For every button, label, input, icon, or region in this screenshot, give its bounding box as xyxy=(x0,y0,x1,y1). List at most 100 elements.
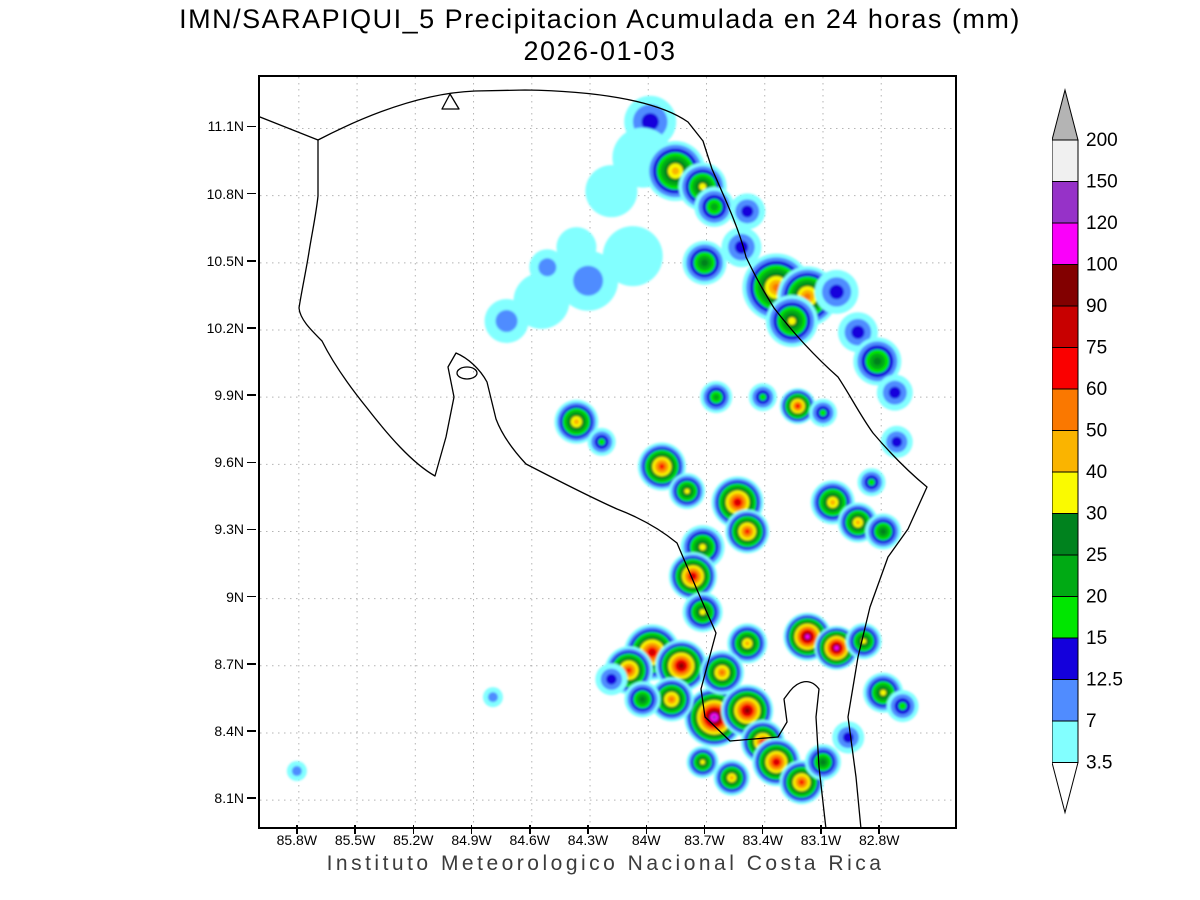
precip-blobs xyxy=(286,95,919,805)
x-axis-label: 84.6W xyxy=(509,832,551,848)
x-axis-tick xyxy=(703,825,706,834)
colorbar-label: 150 xyxy=(1086,172,1118,193)
colorbar-band xyxy=(1052,347,1079,390)
colorbar-band xyxy=(1052,554,1079,597)
colorbar-label: 12.5 xyxy=(1086,670,1123,691)
precip-contour-ring xyxy=(745,708,750,713)
colorbar-band xyxy=(1052,637,1079,680)
colorbar-label: 25 xyxy=(1086,545,1107,566)
x-axis-tick xyxy=(470,825,473,834)
x-axis-label: 83.1W xyxy=(800,832,842,848)
precip-contour-ring xyxy=(829,499,836,506)
x-axis-tick xyxy=(529,825,531,834)
y-axis-tick xyxy=(247,595,256,598)
x-axis-label: 83.4W xyxy=(742,832,783,848)
precip-contour-ring xyxy=(851,325,865,339)
precip-contour-ring xyxy=(684,488,690,494)
y-axis-tick xyxy=(247,528,256,531)
colorbar-label: 7 xyxy=(1086,711,1097,732)
colorbar-band xyxy=(1052,139,1079,182)
colorbar-label: 40 xyxy=(1086,462,1107,483)
precip-contour-ring xyxy=(855,520,861,526)
x-axis-label: 85.5W xyxy=(334,832,376,848)
precip-contour-ring xyxy=(888,386,901,399)
precip-contour-ring xyxy=(868,478,876,486)
precip-contour-ring xyxy=(495,310,518,333)
title-block: IMN/SARAPIQUI_5 Precipitacion Acumulada … xyxy=(0,4,1200,68)
x-axis-label: 82.8W xyxy=(858,832,900,848)
x-axis-tick xyxy=(412,825,415,834)
y-axis-tick xyxy=(247,125,256,128)
y-axis-label: 8.4N xyxy=(214,722,244,739)
precip-contour-ring xyxy=(700,259,709,267)
colorbar-label: 100 xyxy=(1086,255,1118,276)
map-date: 2026-01-03 xyxy=(523,35,677,66)
y-axis-label: 11.1N xyxy=(207,118,244,135)
colorbar-label: 200 xyxy=(1086,130,1118,151)
precip-contour-ring xyxy=(774,759,779,765)
y-axis-tick xyxy=(247,327,256,329)
colorbar-label: 30 xyxy=(1086,504,1107,525)
y-axis-label: 8.7N xyxy=(214,655,244,672)
colorbar-label: 120 xyxy=(1086,213,1118,234)
colorbar-band xyxy=(1052,222,1079,265)
x-axis-tick xyxy=(820,825,822,834)
y-axis-label: 10.8N xyxy=(206,185,244,202)
precip-contour-ring xyxy=(699,609,706,615)
precip-contour-ring xyxy=(880,528,887,535)
precip-contour-ring xyxy=(487,692,498,703)
precip-contour-ring xyxy=(819,409,827,417)
x-axis-tick xyxy=(761,825,764,834)
precip-contour-ring xyxy=(669,696,675,702)
y-axis-tick xyxy=(247,730,256,732)
precip-contour-ring xyxy=(898,702,907,711)
lake-nicaragua-outline xyxy=(441,93,460,110)
precip-contour-ring xyxy=(699,183,707,191)
precip-contour-ring xyxy=(626,667,632,673)
colorbar-arrow-top xyxy=(1052,88,1079,141)
map-svg xyxy=(260,77,955,827)
x-axis-label: 84.3W xyxy=(567,832,609,848)
colorbar-arrow-bottom xyxy=(1052,762,1079,815)
precip-contour-ring xyxy=(745,529,750,534)
colorbar-band xyxy=(1052,430,1079,473)
colorbar-label: 60 xyxy=(1086,379,1107,400)
precip-contour-ring xyxy=(649,649,655,655)
x-axis-label: 85.2W xyxy=(393,832,434,848)
map-title: IMN/SARAPIQUI_5 Precipitacion Acumulada … xyxy=(179,4,1021,34)
precip-contour-ring xyxy=(759,393,767,401)
y-axis-tick xyxy=(247,260,256,262)
precip-contour-ring xyxy=(700,759,705,765)
x-axis-label: 84W xyxy=(631,832,661,848)
y-axis-label: 9.6N xyxy=(214,454,244,471)
x-axis-tick xyxy=(878,825,880,834)
y-axis-label: 9.3N xyxy=(214,521,244,538)
precip-contour-ring xyxy=(880,689,887,696)
y-axis-label: 9N xyxy=(226,588,244,605)
precip-contour-ring xyxy=(659,464,665,469)
y-axis-tick xyxy=(247,192,256,195)
precip-contour-ring xyxy=(805,634,810,639)
precip-contour-ring xyxy=(639,696,646,703)
precip-contour-ring xyxy=(799,780,804,785)
y-axis-tick xyxy=(247,797,256,799)
costa-rica-north-and-caribbean-coast xyxy=(260,89,928,827)
x-axis-tick xyxy=(296,825,298,834)
colorbar-svg: 200 150 120 100 90 75 60 50 40 30 25 20 15 12.5 7 3.5 xyxy=(1052,88,1123,815)
precip-contour-ring xyxy=(556,227,597,268)
colorbar-label: 20 xyxy=(1086,587,1107,608)
precip-contour-ring xyxy=(606,673,617,685)
precip-contour-ring xyxy=(873,357,882,366)
y-axis-label: 8.1N xyxy=(214,790,244,807)
precip-contour-ring xyxy=(679,663,684,669)
colorbar-band xyxy=(1052,264,1079,307)
y-axis-label: 9.9N xyxy=(214,387,244,404)
colorbar-label: 75 xyxy=(1086,338,1107,359)
colorbar-label: 15 xyxy=(1086,628,1107,649)
colorbar-band xyxy=(1052,596,1079,639)
precip-contour-ring xyxy=(729,775,734,780)
precip-contour-ring xyxy=(819,759,826,766)
precip-contour-ring xyxy=(641,113,659,131)
precip-contour-ring xyxy=(598,438,606,446)
